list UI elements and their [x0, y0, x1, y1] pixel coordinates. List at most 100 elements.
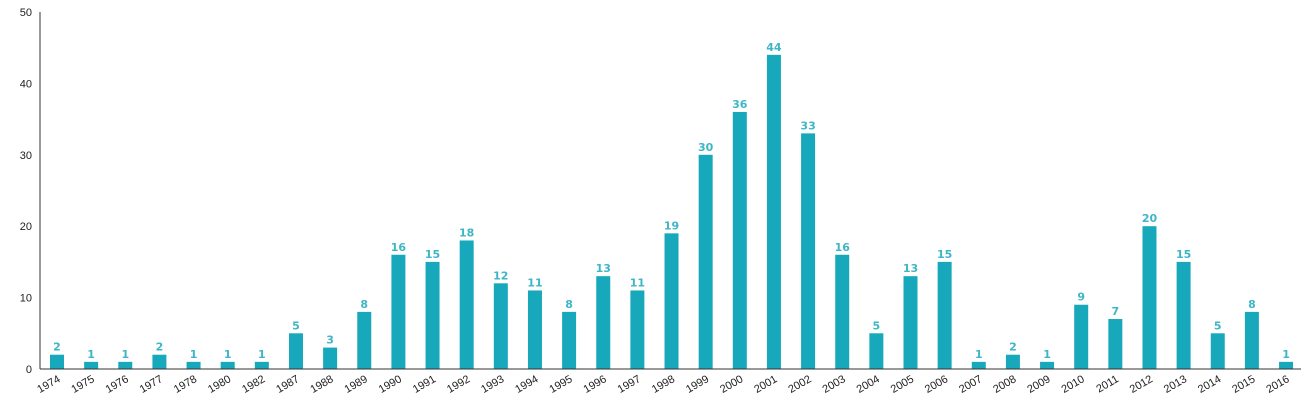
data-label: 13	[596, 262, 611, 275]
bar	[527, 290, 542, 369]
data-label: 16	[835, 241, 851, 254]
bar	[630, 290, 645, 369]
bar	[254, 361, 269, 369]
data-label: 5	[1214, 319, 1222, 332]
bar	[425, 261, 440, 369]
bar	[459, 240, 474, 369]
x-tick-label: 2016	[1264, 373, 1291, 396]
x-tick-label: 1999	[684, 373, 711, 396]
x-tick-label: 1997	[616, 373, 643, 396]
y-tick-label: 0	[26, 364, 32, 376]
y-tick-label: 10	[20, 293, 32, 305]
x-axis-labels: 1974 1975 1976 1977 1978 1980 1982 1987 1988 1989…	[35, 373, 1291, 396]
bars	[50, 54, 1294, 370]
bar	[596, 276, 611, 369]
x-tick-label: 1975	[69, 373, 96, 396]
data-label: 16	[391, 241, 407, 254]
x-tick-label: 2010	[1059, 373, 1086, 396]
data-label: 44	[766, 41, 782, 54]
bar	[1040, 361, 1055, 369]
data-label: 1	[224, 348, 232, 361]
data-label: 18	[459, 226, 474, 239]
data-label: 11	[630, 276, 645, 289]
bar	[50, 354, 64, 369]
bar	[1074, 304, 1089, 369]
bar	[971, 361, 986, 369]
x-tick-label: 1987	[274, 373, 301, 396]
data-label: 1	[121, 348, 129, 361]
y-tick-label: 30	[20, 150, 32, 162]
bar	[766, 54, 781, 370]
x-tick-label: 2006	[923, 373, 950, 396]
x-tick-label: 1988	[308, 373, 335, 396]
data-label: 13	[903, 262, 918, 275]
data-label: 1	[87, 348, 95, 361]
data-label: 2	[156, 341, 164, 354]
data-label: 2	[1009, 341, 1017, 354]
x-tick-label: 1998	[650, 373, 677, 396]
data-label: 11	[527, 276, 542, 289]
x-tick-label: 2000	[718, 373, 745, 396]
bar	[493, 283, 508, 369]
x-tick-label: 2014	[1196, 373, 1223, 396]
data-label: 1	[975, 348, 983, 361]
x-tick-label: 2002	[786, 373, 813, 396]
data-label: 1	[1282, 348, 1290, 361]
data-label: 8	[565, 298, 573, 311]
value-labels: 21 121 1 1538161518121181311193036443316513…	[53, 41, 1290, 361]
data-label: 8	[1248, 298, 1256, 311]
data-label: 20	[1142, 212, 1158, 225]
y-tick-label: 20	[20, 221, 32, 233]
data-label: 5	[292, 319, 300, 332]
x-tick-label: 2015	[1230, 373, 1257, 396]
bar	[391, 254, 406, 369]
x-tick-label: 2001	[752, 373, 779, 396]
x-tick-label: 1976	[104, 373, 131, 396]
data-label: 12	[493, 269, 508, 282]
data-label: 19	[664, 219, 679, 232]
bar	[835, 254, 850, 369]
bar	[562, 311, 577, 369]
bar	[1005, 354, 1020, 369]
x-tick-label: 1977	[138, 373, 165, 396]
x-tick-label: 1996	[582, 373, 609, 396]
x-tick-label: 2003	[821, 373, 848, 396]
data-label: 33	[800, 119, 815, 132]
x-tick-label: 1980	[206, 373, 233, 396]
x-tick-label: 1991	[411, 373, 438, 396]
x-tick-label: 2007	[957, 373, 984, 396]
x-tick-label: 2012	[1128, 373, 1155, 396]
bar	[869, 333, 884, 369]
bar	[664, 233, 679, 369]
data-label: 5	[873, 319, 881, 332]
data-label: 15	[1176, 248, 1191, 261]
bar	[152, 354, 167, 369]
x-tick-label: 2009	[1025, 373, 1052, 396]
bar	[84, 361, 99, 369]
y-tick-label: 50	[20, 7, 32, 19]
bar	[1142, 226, 1157, 369]
x-tick-label: 1978	[172, 373, 199, 396]
bar	[186, 361, 201, 369]
x-tick-label: 2005	[889, 373, 916, 396]
bar	[1108, 319, 1123, 369]
x-tick-label: 1974	[35, 373, 62, 396]
data-label: 1	[1043, 348, 1051, 361]
bar	[732, 111, 747, 370]
data-label: 1	[190, 348, 198, 361]
x-tick-label: 2008	[991, 373, 1018, 396]
data-label: 30	[698, 141, 714, 154]
y-tick-label: 40	[20, 78, 32, 90]
bar	[118, 361, 133, 369]
bar	[1176, 261, 1191, 369]
bar	[903, 276, 918, 369]
bar	[357, 311, 372, 369]
x-tick-label: 2004	[855, 373, 882, 396]
data-label: 3	[326, 334, 334, 347]
x-tick-label: 2013	[1162, 373, 1189, 396]
data-label: 2	[53, 341, 61, 354]
data-label: 15	[937, 248, 952, 261]
x-tick-label: 1994	[513, 373, 540, 396]
data-label: 15	[425, 248, 440, 261]
